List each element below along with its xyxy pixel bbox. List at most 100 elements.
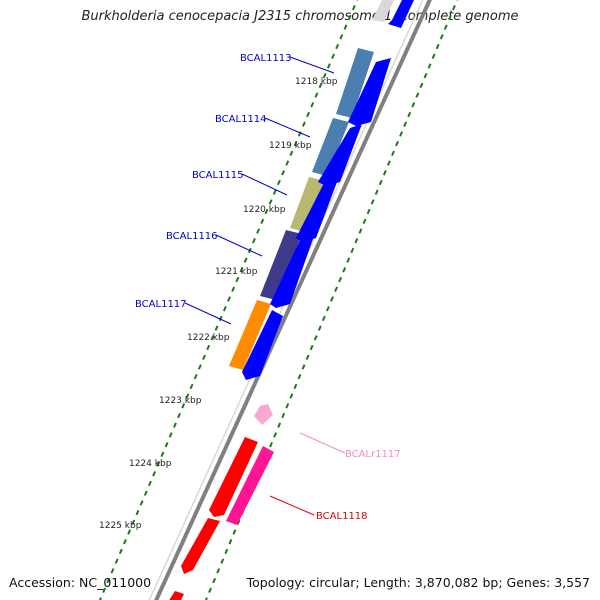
tick-ring-dot-outer bbox=[330, 296, 334, 302]
tick-ring-dot-inner bbox=[310, 102, 315, 108]
tick-ring-dot-inner bbox=[256, 228, 261, 234]
tick-ring-dot-outer bbox=[366, 208, 371, 215]
tick-ring-dot-outer bbox=[313, 335, 318, 341]
tick-ring-dot-inner bbox=[106, 577, 111, 584]
tick-ring-dot-outer bbox=[228, 539, 233, 545]
tick-ring-dot-inner bbox=[272, 189, 277, 195]
tick-ring-dot-outer bbox=[346, 257, 351, 263]
cds-arrow-red[interactable] bbox=[209, 437, 258, 517]
tick-ring-dot-outer bbox=[395, 140, 399, 147]
cds-arrow[interactable] bbox=[296, 182, 337, 242]
tick-ring-dot-inner bbox=[168, 432, 173, 438]
tick-ring-dot-inner bbox=[239, 267, 244, 273]
tick-ring-dot-inner bbox=[347, 14, 352, 21]
tick-ring-dot-outer bbox=[447, 14, 452, 21]
cds-arrow[interactable] bbox=[270, 236, 314, 308]
tick-ring-dot-outer bbox=[273, 432, 278, 438]
tick-ring-dot-outer bbox=[443, 24, 448, 30]
tick-ring-dot-inner bbox=[339, 34, 344, 40]
tick-ring-dot-inner bbox=[118, 548, 123, 555]
tick-ring-dot-inner bbox=[206, 344, 211, 351]
kbp-tick-label: 1219 kbp bbox=[269, 141, 312, 151]
gene-label-leader bbox=[241, 173, 288, 196]
tick-ring-dot-outer bbox=[415, 92, 420, 98]
tick-ring-dot-inner bbox=[293, 140, 298, 147]
tick-ring-dot-inner bbox=[152, 471, 157, 477]
gene-block[interactable] bbox=[226, 446, 274, 525]
tick-ring-dot-inner bbox=[351, 5, 356, 11]
tick-ring-dot-inner bbox=[189, 383, 194, 390]
tick-ring-dot-outer bbox=[391, 150, 395, 157]
gene-label-leader bbox=[289, 56, 335, 74]
tick-ring-dot-inner bbox=[260, 218, 265, 225]
tick-ring-dot-inner bbox=[227, 296, 231, 302]
tick-ring-dot-outer bbox=[431, 53, 436, 59]
cds-arrow-red[interactable] bbox=[181, 518, 220, 574]
cds-arrow-red[interactable] bbox=[168, 591, 184, 600]
gene-block-partial-top[interactable] bbox=[372, 0, 395, 22]
gene-block[interactable] bbox=[260, 230, 302, 300]
tick-ring-dot-inner bbox=[235, 276, 240, 283]
tick-ring-dot-outer bbox=[277, 422, 282, 428]
kbp-tick-label: 1220 kbp bbox=[243, 205, 286, 215]
tick-ring-dot-outer bbox=[378, 179, 383, 186]
tick-ring-dot-outer bbox=[374, 189, 379, 195]
tick-ring-dot-outer bbox=[342, 267, 347, 273]
gene-label[interactable]: BCAL1113 bbox=[240, 53, 292, 64]
tick-ring-dot-outer bbox=[334, 286, 338, 292]
tick-ring-dot-inner bbox=[326, 63, 331, 69]
tick-ring-dot-inner bbox=[102, 587, 107, 593]
gene-block[interactable] bbox=[229, 300, 271, 370]
gene-label[interactable]: BCAL1118 bbox=[316, 511, 368, 522]
tick-ring-dot-inner bbox=[301, 121, 306, 127]
gene-block[interactable] bbox=[312, 118, 349, 176]
gene-block[interactable] bbox=[336, 48, 374, 118]
gene-label[interactable]: BCAL1115 bbox=[192, 170, 244, 181]
tick-ring-dot-outer bbox=[427, 63, 432, 69]
cds-arrow-partial-top[interactable] bbox=[388, 0, 414, 28]
cds-arrow[interactable] bbox=[242, 310, 283, 380]
tick-ring-dot-inner bbox=[127, 529, 132, 535]
tick-ring-dot-inner bbox=[218, 315, 223, 322]
tick-ring-dot-inner bbox=[210, 335, 215, 341]
gene-label[interactable]: BCAL1116 bbox=[166, 231, 218, 242]
tick-ring-dot-outer bbox=[362, 218, 367, 225]
tick-ring-dot-inner bbox=[281, 170, 286, 176]
tick-ring-dot-outer bbox=[456, 0, 460, 1]
gene-label-leader bbox=[184, 302, 232, 325]
tick-ring-dot-outer bbox=[419, 82, 424, 89]
tick-ring-dot-outer bbox=[423, 72, 428, 79]
tick-ring-dot-inner bbox=[98, 597, 102, 600]
tick-ring-dot-outer bbox=[269, 441, 273, 448]
gene-label-leader bbox=[264, 117, 311, 138]
cds-arrow[interactable] bbox=[348, 58, 391, 126]
tick-ring-dot-outer bbox=[204, 597, 208, 600]
gene-label[interactable]: BCAL1114 bbox=[215, 114, 267, 125]
kbp-tick-label: 1223 kbp bbox=[159, 396, 202, 406]
tick-ring-dot-inner bbox=[268, 199, 273, 205]
tick-ring-dot-inner bbox=[289, 150, 294, 157]
tick-ring-dot-outer bbox=[411, 102, 416, 108]
tick-ring-dot-inner bbox=[148, 480, 152, 487]
kbp-tick-label: 1221 kbp bbox=[215, 267, 258, 277]
tick-ring-dot-inner bbox=[139, 500, 144, 506]
cds-arrow[interactable] bbox=[318, 124, 362, 186]
tick-ring-dot-inner bbox=[114, 558, 119, 564]
tick-ring-dot-inner bbox=[277, 179, 281, 186]
tick-ring-dot-inner bbox=[252, 238, 256, 244]
tick-ring-dot-inner bbox=[318, 82, 323, 89]
tick-ring-dot-inner bbox=[356, 0, 360, 1]
tick-ring-dot-outer bbox=[216, 568, 221, 574]
accession-text: Accession: NC_011000 bbox=[9, 575, 152, 590]
gene-label[interactable]: BCAL1117 bbox=[135, 299, 187, 310]
tick-ring-dot-outer bbox=[289, 393, 294, 399]
gene-label[interactable]: BCALr1117 bbox=[345, 449, 401, 460]
tick-ring-dot-outer bbox=[293, 383, 298, 390]
gene-block[interactable] bbox=[254, 404, 273, 425]
tick-ring-dot-outer bbox=[301, 364, 306, 370]
tick-ring-dot-outer bbox=[452, 5, 456, 11]
tick-ring-dot-inner bbox=[264, 208, 269, 215]
tick-ring-dot-inner bbox=[222, 306, 227, 312]
gene-block[interactable] bbox=[290, 177, 325, 232]
